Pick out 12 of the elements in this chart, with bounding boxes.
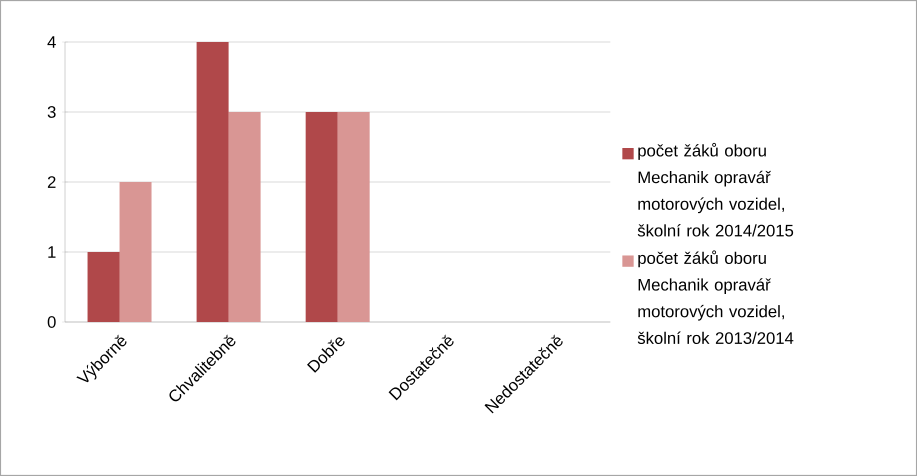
bar xyxy=(120,182,152,322)
bar xyxy=(338,112,370,322)
y-tick-label: 3 xyxy=(48,106,56,118)
y-tick-label: 1 xyxy=(48,246,56,258)
bar xyxy=(196,42,229,322)
bar xyxy=(88,252,120,322)
y-tick-label: 0 xyxy=(48,316,56,328)
bar xyxy=(306,112,338,322)
bar xyxy=(228,112,261,322)
legend-label: počet žáků oboru Mechanik opravář motorových vozidel, školní rok 2013/2014 xyxy=(638,250,794,344)
y-tick-label: 2 xyxy=(48,176,56,188)
y-tick-label: 4 xyxy=(47,36,56,48)
